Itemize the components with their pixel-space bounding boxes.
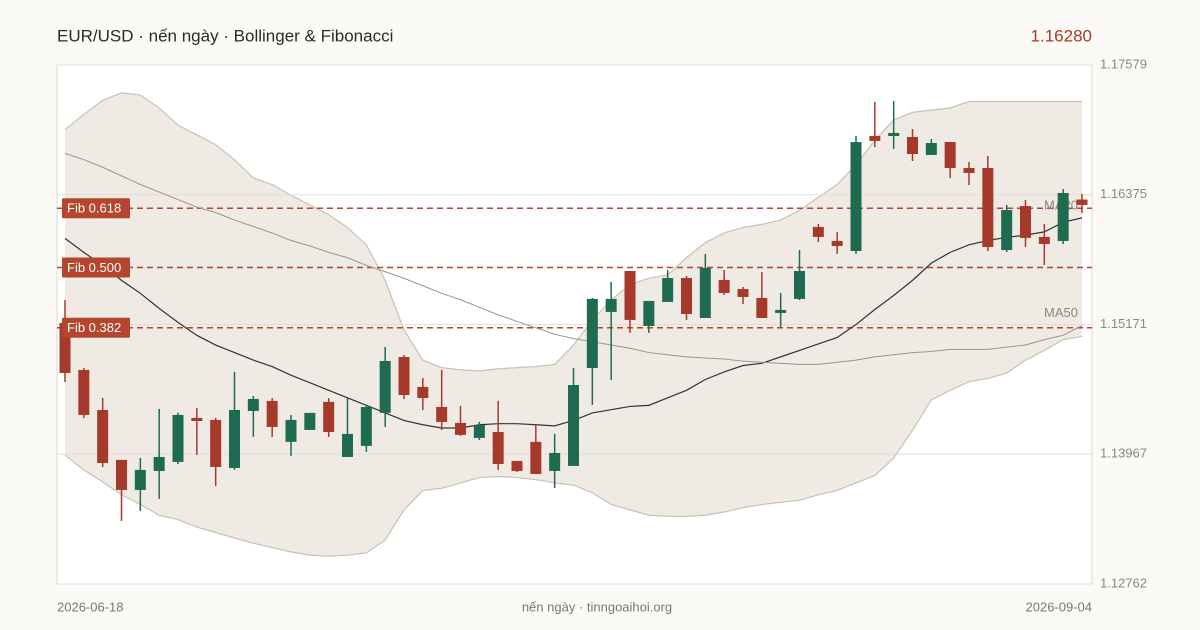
bollinger-upper	[64, 92, 1082, 372]
candle-body	[153, 456, 165, 471]
candle-body	[982, 168, 994, 247]
candle-body	[888, 132, 900, 137]
fib-label-box	[62, 257, 130, 278]
candle-body	[1038, 236, 1050, 244]
candle-body	[360, 406, 372, 446]
candle-body	[681, 278, 692, 314]
candle-body	[436, 406, 448, 422]
candle-body	[643, 300, 655, 326]
x-tick-label: 2026-09-04	[1026, 599, 1093, 614]
candle-body	[304, 412, 316, 430]
candle-body	[869, 136, 881, 141]
candle-body	[907, 136, 918, 154]
candle-body	[191, 417, 203, 421]
candle-body	[775, 309, 787, 313]
y-tick-label: 1.13967	[1100, 446, 1147, 461]
candle-body	[59, 322, 71, 373]
chart-title: EUR/USD · nến ngày · Bollinger & Fibonac…	[57, 26, 393, 45]
moving-average-line	[64, 152, 1083, 365]
candle-body	[78, 369, 90, 415]
candle-body	[417, 386, 429, 399]
candle-body	[944, 142, 956, 169]
candle-body	[473, 424, 485, 438]
candle-body	[586, 298, 598, 368]
last-price: 1.16280	[1031, 26, 1092, 45]
candle-body	[699, 267, 711, 318]
fib-label-box	[62, 198, 130, 219]
candle-body	[247, 399, 259, 411]
bollinger-lower	[64, 335, 1083, 557]
y-tick-label: 1.17579	[1100, 56, 1147, 71]
y-tick-label: 1.12762	[1100, 575, 1147, 590]
candle-body	[342, 433, 353, 457]
candle-body	[1020, 206, 1031, 238]
candle-body	[116, 459, 127, 490]
candle-body	[812, 226, 824, 237]
candle-body	[568, 384, 579, 466]
candle-body	[134, 469, 146, 490]
candle-body	[492, 431, 504, 464]
candle-body	[379, 360, 391, 413]
candle-body	[511, 460, 523, 471]
candle-body	[624, 271, 636, 320]
x-tick-label: 2026-06-18	[57, 599, 124, 614]
candle-body	[97, 409, 109, 464]
candle-body	[210, 419, 222, 467]
candle-body	[549, 452, 561, 471]
candle-body	[850, 142, 862, 251]
candle-body	[718, 279, 730, 293]
candle-body	[530, 441, 542, 474]
candle-body	[455, 422, 466, 435]
fib-label: Fib 0.500	[67, 260, 121, 275]
candle-body	[1001, 210, 1013, 250]
candle-body	[229, 409, 240, 468]
candle-body	[925, 143, 937, 155]
candle-body	[605, 298, 617, 312]
y-tick-label: 1.15171	[1100, 316, 1147, 331]
candle-body	[285, 419, 297, 442]
candle-body	[266, 400, 278, 427]
y-tick-label: 1.16375	[1100, 186, 1147, 201]
candle-body	[794, 271, 805, 299]
series-label: MA50	[1044, 305, 1078, 320]
candle-body	[831, 240, 843, 247]
candle-body	[662, 278, 674, 302]
candle-body	[1076, 199, 1088, 205]
candle-body	[172, 414, 184, 462]
candle-body	[963, 168, 975, 173]
candle-body	[398, 356, 410, 396]
fib-label: Fib 0.382	[67, 320, 121, 335]
candle-body	[323, 401, 335, 432]
candle-body	[756, 297, 768, 318]
fib-label-box	[62, 317, 130, 338]
fib-label: Fib 0.618	[67, 201, 121, 216]
candle-body	[1057, 192, 1069, 241]
source: nến ngày · tinngoaihoi.org	[522, 599, 672, 614]
candle-body	[737, 288, 749, 297]
